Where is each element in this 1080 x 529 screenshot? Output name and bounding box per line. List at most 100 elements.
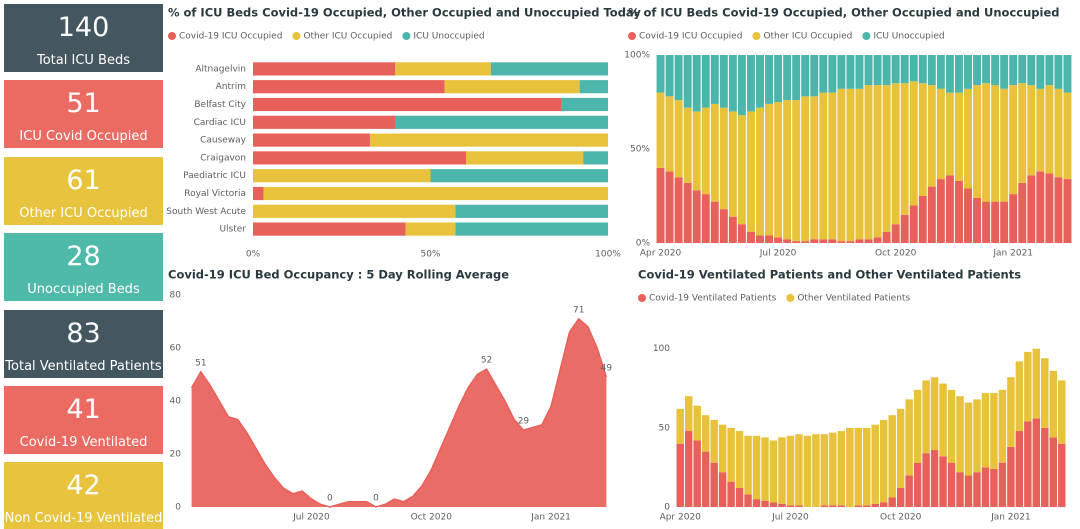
bar-segment [719, 209, 728, 243]
bar-segment [864, 239, 873, 243]
bar-segment [253, 151, 466, 165]
legend-label: Other Ventilated Patients [797, 294, 910, 304]
legend-marker [786, 294, 795, 302]
x-tick-label: 50% [420, 250, 440, 260]
bar-segment [855, 55, 864, 89]
bar-segment [837, 55, 846, 89]
bar-segment [774, 102, 783, 238]
bar-segment [918, 196, 927, 243]
y-tick-label: 0 [175, 503, 181, 513]
bar-segment [882, 55, 891, 86]
bar-segment [783, 239, 792, 243]
bar-segment [1041, 427, 1049, 507]
bar-segment [728, 111, 737, 217]
y-tick-label: 60 [170, 344, 182, 354]
bar-segment [701, 194, 710, 243]
bar-segment [947, 389, 956, 463]
bar-segment [927, 186, 936, 243]
bar-segment [701, 55, 710, 108]
bar-segment [819, 92, 828, 240]
bar-segment [683, 107, 692, 183]
bar-segment [891, 55, 900, 84]
bar-segment [692, 55, 701, 112]
bar-segment [918, 55, 927, 84]
x-tick-label: Jan 2021 [992, 249, 1033, 259]
kpi-card: 28 Unoccupied Beds [4, 233, 163, 302]
bar-segment [1041, 358, 1049, 428]
bar-segment [973, 399, 981, 473]
bar-segment [837, 88, 846, 242]
bar-segment [918, 83, 927, 196]
bar-segment [922, 380, 930, 454]
bar-segment [395, 115, 608, 129]
y-tick-label: 100 [653, 344, 670, 354]
chart-title: % of ICU Beds Covid-19 Occupied, Other O… [628, 6, 1059, 20]
bar-segment [710, 419, 718, 463]
kpi-value: 28 [66, 241, 101, 273]
bar-segment [913, 389, 922, 463]
bar-segment [674, 55, 683, 101]
legend-label: ICU Unoccupied [413, 32, 484, 42]
bar-segment [819, 55, 828, 93]
bar-segment [954, 92, 963, 181]
bar-segment [905, 475, 913, 507]
bar-segment [561, 97, 608, 112]
bar-segment [684, 396, 693, 432]
bar-segment [973, 472, 981, 507]
bar-segment [1036, 88, 1045, 172]
bar-segment [854, 427, 863, 506]
chart-title: Covid-19 ICU Bed Occupancy : 5 Day Rolli… [168, 268, 509, 282]
bar-segment [891, 83, 900, 225]
kpi-card: 42 Non Covid-19 Ventilated [4, 462, 163, 529]
bar-segment [888, 497, 896, 507]
kpi-label: Total ICU Beds [37, 53, 130, 68]
bar-segment [676, 443, 684, 507]
bar-segment [945, 175, 954, 243]
legend-marker [638, 294, 646, 302]
bar-segment [863, 427, 871, 506]
bar-segment [1045, 173, 1054, 243]
x-tick-label: 100% [595, 250, 621, 260]
bar-segment [769, 440, 778, 503]
x-tick-label: Jan 2021 [530, 513, 571, 523]
bar-segment [674, 177, 683, 243]
bar-segment [936, 55, 945, 89]
bar-segment [1027, 175, 1036, 243]
bar-segment [786, 505, 795, 507]
bar-segment [430, 169, 608, 183]
bar-segment [1036, 55, 1045, 89]
bar-segment [769, 502, 778, 507]
kpi-label: ICU Covid Occupied [19, 129, 148, 145]
bar-segment [756, 235, 764, 243]
bar-segment [253, 204, 456, 218]
data-label: 52 [481, 356, 492, 366]
x-tick-label: Jul 2020 [292, 513, 330, 523]
bar-segment [792, 100, 801, 242]
legend-label: Other ICU Occupied [763, 32, 852, 42]
bar-segment [927, 85, 936, 187]
bar-segment [909, 205, 918, 243]
bar-segment [819, 239, 828, 243]
bar-segment [1049, 437, 1058, 507]
x-tick-label: Apr 2020 [640, 249, 682, 259]
bar-segment [810, 239, 819, 243]
kpi-value: 42 [66, 470, 101, 502]
bar-segment [927, 55, 936, 86]
bar-segment [864, 85, 873, 240]
bar-segment [1018, 83, 1027, 183]
y-tick-label: 0 [664, 503, 670, 513]
chart-title: % of ICU Beds Covid-19 Occupied, Other O… [168, 6, 641, 20]
bar-segment [879, 419, 888, 503]
bar-segment [991, 85, 1000, 202]
bar-segment [820, 505, 829, 507]
bar-segment [882, 85, 891, 232]
bar-segment [982, 83, 991, 202]
bar-segment [905, 399, 913, 476]
kpi-value: 83 [66, 317, 101, 349]
bar-segment [1027, 85, 1036, 176]
bar-segment [956, 472, 964, 507]
x-tick-label: Apr 2020 [660, 513, 702, 523]
bar-segment [947, 462, 956, 507]
bar-segment [954, 180, 963, 243]
